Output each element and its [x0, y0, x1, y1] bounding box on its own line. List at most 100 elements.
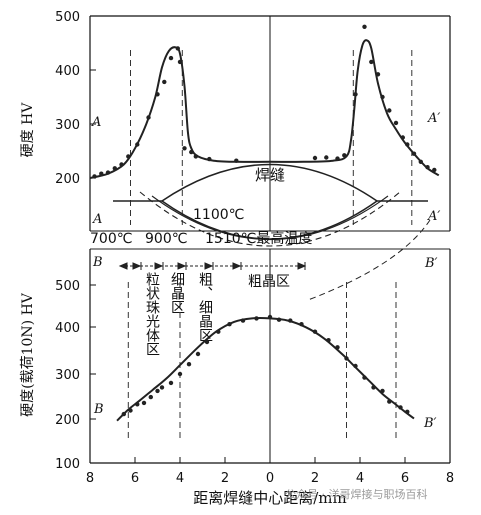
top-dashed-lines: [130, 50, 413, 225]
data-point: [135, 142, 140, 147]
data-point: [312, 155, 318, 161]
top-y-tick: 500: [55, 10, 80, 25]
data-point: [400, 135, 405, 140]
data-point: [335, 156, 340, 161]
data-point: [234, 158, 239, 163]
data-point: [254, 316, 259, 321]
label-a-top-right: A′: [427, 111, 440, 126]
x-tick-label: 4: [356, 471, 364, 486]
data-point: [326, 338, 331, 343]
data-point: [353, 92, 358, 97]
zone-fine-grain: 细晶区: [169, 272, 185, 314]
x-tick-label: 6: [401, 471, 409, 486]
bottom-y-tick: 400: [55, 321, 80, 336]
top-data-points: [92, 24, 437, 179]
label-b-bottom-right: B′: [423, 416, 437, 431]
data-point: [162, 79, 167, 85]
data-point: [344, 356, 349, 361]
zone-spheroidized-pearlite: 粒状珠光体区: [144, 272, 160, 356]
top-hardness-curve: [89, 39, 440, 179]
data-point: [99, 171, 104, 176]
data-point: [362, 375, 367, 380]
data-point: [121, 411, 127, 417]
line-b-label-left: B: [92, 255, 103, 270]
bottom-data-points: [121, 314, 410, 417]
temp-900: 900℃: [145, 231, 187, 247]
data-point: [432, 167, 437, 173]
x-tick-label: 6: [131, 471, 139, 486]
data-point: [288, 318, 293, 323]
line-a-label-left: A: [92, 212, 102, 227]
bottom-y-axis: 500 400 300 200 100: [55, 279, 96, 472]
watermark: 公众号 · 洋哥焊接与职场百科: [285, 487, 428, 501]
data-point: [398, 405, 403, 410]
bottom-y-tick: 300: [55, 368, 80, 383]
data-point: [387, 399, 392, 404]
data-point: [177, 371, 183, 377]
data-point: [126, 154, 131, 159]
x-tick-label: 2: [311, 471, 319, 486]
label-b-bottom-left: B: [93, 402, 104, 417]
data-point: [216, 329, 221, 334]
data-point: [411, 151, 417, 156]
x-axis-ticks: 8 6 4 2 0 2 4 6 8: [86, 457, 454, 486]
x-tick-label: 8: [86, 471, 94, 486]
data-point: [112, 166, 118, 171]
data-point: [380, 388, 385, 394]
data-point: [141, 400, 147, 406]
isotherm-1100: [151, 195, 389, 240]
data-point: [369, 59, 374, 65]
data-point: [335, 345, 340, 350]
temp-1100: 1100℃: [193, 207, 244, 223]
data-point: [155, 388, 160, 394]
data-point: [128, 408, 133, 413]
zone-arrow-row: [118, 262, 307, 270]
bottom-y-axis-label: 硬度(载荷10N) HV: [20, 292, 36, 417]
zone-coarse-grain: 粗晶区: [248, 274, 290, 290]
isotherm-1510: [139, 191, 401, 247]
weld-diagram: [113, 163, 428, 247]
data-point: [405, 409, 410, 414]
top-y-tick: 300: [55, 118, 80, 133]
data-point: [380, 94, 385, 100]
data-point: [375, 72, 381, 77]
bottom-y-tick: 500: [55, 279, 80, 294]
data-point: [105, 170, 111, 175]
data-point: [299, 322, 304, 327]
x-tick-label: 0: [266, 471, 274, 486]
top-y-tick: 400: [55, 64, 80, 79]
top-y-tick: 200: [55, 172, 80, 187]
data-point: [240, 318, 246, 323]
data-point: [195, 351, 201, 357]
label-a-top-left: A: [91, 115, 101, 130]
data-point: [92, 174, 97, 179]
data-point: [405, 142, 410, 147]
bottom-hardness-curve: [116, 317, 415, 422]
data-point: [324, 155, 329, 160]
data-point: [159, 385, 165, 390]
data-point: [418, 159, 423, 164]
data-point: [227, 322, 232, 327]
line-b-label-right: B′: [424, 256, 438, 271]
data-point: [146, 115, 151, 120]
data-point: [193, 154, 198, 159]
top-y-axis: 500 400 300 200: [55, 10, 96, 187]
data-point: [155, 92, 160, 97]
top-y-axis-label: 硬度 HV: [20, 102, 36, 158]
x-tick-label: 2: [221, 471, 229, 486]
data-point: [168, 55, 174, 61]
data-point: [342, 153, 347, 158]
data-point: [371, 385, 376, 390]
data-point: [186, 362, 192, 367]
x-tick-label: 4: [176, 471, 184, 486]
bottom-y-tick: 100: [55, 457, 80, 472]
data-point: [182, 146, 187, 151]
data-point: [312, 329, 318, 334]
x-tick-label: 8: [446, 471, 454, 486]
data-point: [393, 120, 399, 126]
temp-700: 700℃: [90, 231, 132, 247]
weld-upper-arc: [161, 163, 378, 202]
data-point: [148, 394, 153, 400]
temp-1510: 1510℃最高温度: [205, 230, 312, 247]
